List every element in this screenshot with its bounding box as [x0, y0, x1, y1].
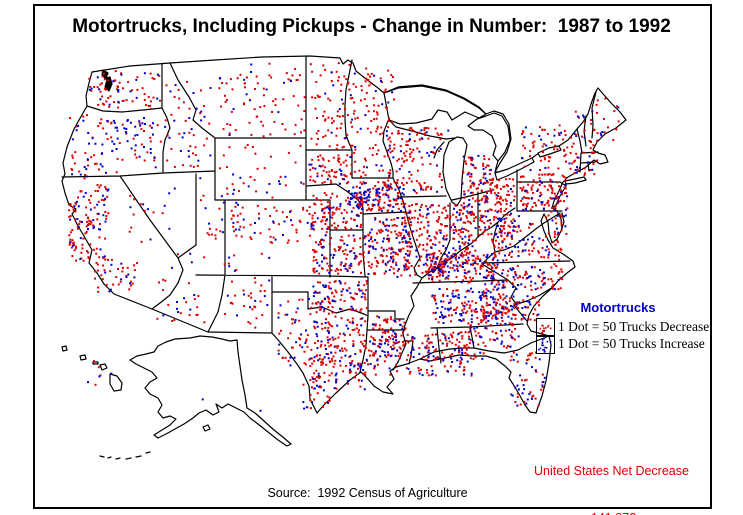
annotation-line1: United States Net Decrease	[534, 464, 689, 478]
increase-swatch-icon	[536, 335, 555, 354]
legend-item-label: 1 Dot = 50 Trucks Decrease	[558, 319, 710, 334]
legend-item-label: 1 Dot = 50 Trucks Increase	[558, 336, 705, 351]
hawaii-islands	[61, 345, 123, 392]
lake-erie	[494, 157, 535, 181]
aleutian-islands	[99, 451, 151, 460]
map-title: Motortrucks, Including Pickups - Change …	[72, 16, 671, 37]
lower48-outline	[61, 55, 627, 414]
annotation-line2: -141,972	[524, 511, 699, 515]
lake-michigan	[442, 136, 468, 207]
legend-title: Motortrucks	[580, 300, 656, 315]
figure-border	[33, 4, 712, 509]
alaska-outline	[129, 335, 292, 447]
puget-sound	[101, 69, 113, 92]
net-change-annotation: United States Net Decrease -141,972 (fro…	[524, 433, 699, 515]
lake-huron	[467, 112, 511, 162]
long-island	[564, 176, 587, 185]
great-lakes	[383, 85, 562, 207]
dot-density-layer	[68, 62, 620, 412]
lake-superior	[383, 85, 487, 125]
source-note: Source: 1992 Census of Agriculture	[267, 486, 468, 500]
lake-ontario	[537, 145, 562, 158]
kodiak-island	[202, 424, 211, 432]
decrease-swatch-icon	[536, 318, 555, 337]
